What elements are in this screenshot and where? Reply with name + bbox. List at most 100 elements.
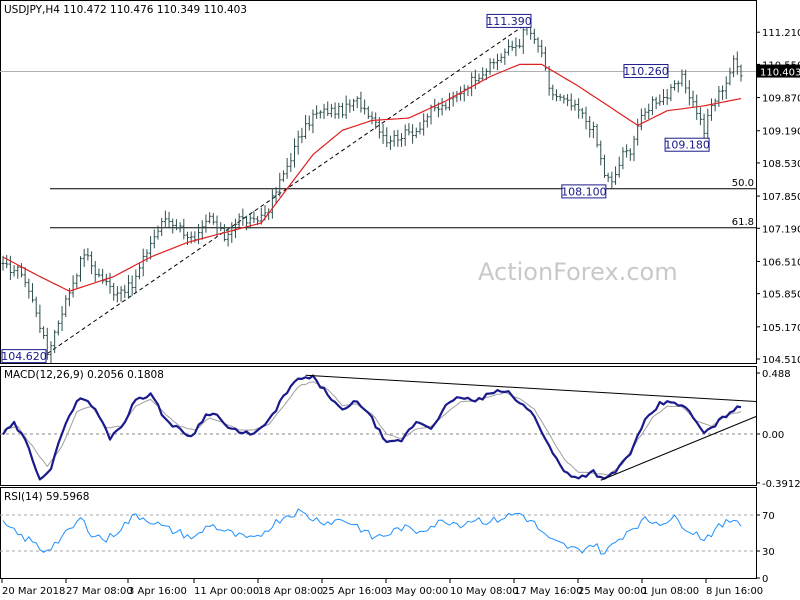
ohlc-bar [473,69,477,90]
ohlc-bar [93,260,97,282]
price-annotation: 110.260 [623,64,669,79]
ohlc-bar [237,213,241,228]
ohlc-bar [518,38,522,49]
ohlc-bar [281,170,286,182]
ohlc-bar [399,133,404,147]
ohlc-bar [562,94,566,104]
ohlc-bar [53,329,57,354]
ohlc-bar [38,304,42,333]
price-tick-label: 109.190 [762,127,800,138]
ohlc-bar [322,103,326,119]
ohlc-bar [370,111,374,125]
ohlc-bar [669,84,673,102]
ohlc-bar [108,272,112,294]
ohlc-bar [8,255,12,281]
ohlc-bar [137,262,142,280]
ohlc-bar [104,274,108,286]
ohlc-bar [440,97,444,116]
ohlc-bar [732,55,736,78]
ohlc-bar [410,124,415,144]
ohlc-bar [558,93,562,101]
ohlc-bar [41,326,46,340]
annotation-label: 110.260 [623,65,669,78]
ohlc-bar [45,327,49,360]
ohlc-bar [296,130,300,155]
ohlc-bar [388,135,393,150]
ohlc-bar [584,106,588,130]
price-tick-label: 104.510 [762,355,800,366]
ohlc-bar [506,39,511,56]
price-annotation: 108.100 [561,184,607,199]
annotation-box [1,349,47,364]
ohlc-bar [698,107,703,126]
ohlc-bar [503,48,507,65]
ohlc-bar [610,171,614,189]
rsi-plot [0,508,756,555]
ohlc-bar [658,94,662,106]
ohlc-bar [97,268,101,278]
ohlc-bar [385,127,389,148]
ohlc-bar [126,274,131,299]
price-tick-label: 105.850 [762,290,800,301]
ohlc-bar [396,129,400,147]
ohlc-bar [588,116,592,138]
ohlc-bar [152,229,156,249]
ohlc-bar [82,248,86,267]
ohlc-bar [344,95,348,119]
price-plot: 50.0 61.8 104.620 111.390 108.100 110.260 109.… [0,13,756,364]
annotation-label: 111.390 [486,15,532,28]
ohlc-bar [628,148,632,161]
ohlc-bar [252,210,256,224]
ohlc-bar [318,110,322,119]
ohlc-bar [141,248,145,277]
ohlc-bar [208,212,212,224]
ohlc-bar [536,37,540,53]
rsi-panel-frame [0,487,757,579]
ohlc-bar [687,80,691,106]
ohlc-bar [551,84,555,101]
ohlc-bar [613,166,618,185]
ohlc-bar [215,215,219,237]
ohlc-bar [636,118,640,146]
ohlc-bar [64,295,68,317]
ohlc-bar [285,157,289,179]
x-tick-label: 3 Apr 16:00 [128,586,187,597]
rsi-tick-label: 0 [762,574,768,585]
ohlc-bar [577,98,581,119]
ohlc-bar [514,37,518,57]
ohlc-bar [735,51,739,75]
x-tick-label: 17 May 16:00 [514,586,583,597]
ohlc-bar [602,154,607,178]
ohlc-bar [351,98,356,112]
ohlc-bar [326,101,330,116]
ohlc-bar [481,67,485,82]
macd-tick-label: -0.3912 [762,479,800,490]
ohlc-bar [289,152,293,173]
annotation-label: 109.180 [664,139,710,152]
ohlc-bar [75,273,79,289]
ohlc-bar [156,225,160,240]
x-tick-label: 25 May 00:00 [578,586,647,597]
x-tick-label: 1 Jun 08:00 [642,586,699,597]
moving-average-line [2,63,742,292]
ohlc-bar [366,106,370,119]
ohlc-bar [462,84,466,102]
ohlc-bar [643,107,647,121]
ohlc-bar [713,98,717,112]
ohlc-bar [16,264,20,279]
ohlc-bar [86,248,90,261]
ohlc-bar [444,102,448,111]
ohlc-bar [650,96,655,116]
macd-support-trendline [600,416,757,481]
ohlc-bar [617,156,621,178]
ohlc-bar [226,227,230,247]
ohlc-bar [348,99,352,113]
ohlc-bar [167,211,171,228]
ohlc-bar [672,80,677,91]
price-tick-label: 108.530 [762,159,800,170]
dashed-trendline [46,23,528,355]
ohlc-bar [540,39,544,58]
ohlc-bar [337,102,341,119]
ohlc-bar [329,103,334,118]
